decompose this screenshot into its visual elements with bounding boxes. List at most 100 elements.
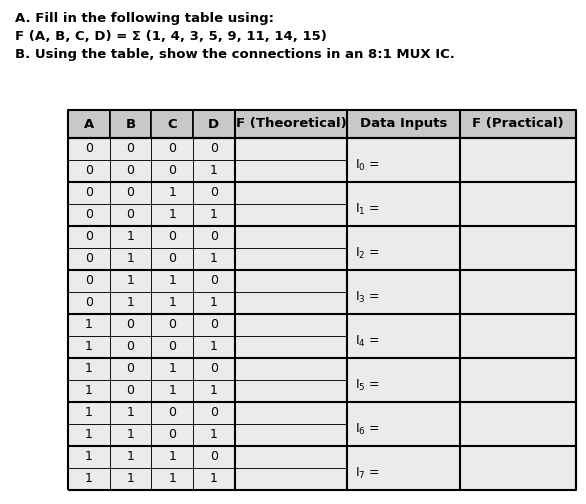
Bar (151, 204, 193, 226)
Text: 1: 1 (210, 473, 218, 485)
Bar (68, 446, 110, 468)
Bar (234, 248, 347, 270)
Text: 1: 1 (168, 451, 176, 464)
Bar (234, 468, 347, 490)
Text: 1: 1 (168, 209, 176, 221)
Bar (460, 314, 576, 358)
Bar (347, 110, 460, 138)
Bar (110, 248, 151, 270)
Text: F (Practical): F (Practical) (472, 117, 564, 131)
Text: I$_4$ =: I$_4$ = (355, 334, 380, 349)
Text: 0: 0 (168, 428, 176, 442)
Bar (151, 314, 193, 336)
Text: 1: 1 (210, 428, 218, 442)
Text: 1: 1 (85, 385, 93, 398)
Text: 0: 0 (127, 143, 134, 156)
Text: D: D (208, 117, 219, 131)
Bar (68, 248, 110, 270)
Text: 1: 1 (127, 473, 134, 485)
Bar (68, 402, 110, 424)
Text: 0: 0 (168, 164, 176, 177)
Text: I$_7$ =: I$_7$ = (355, 466, 380, 481)
Bar (68, 226, 110, 248)
Text: 0: 0 (210, 451, 218, 464)
Text: 1: 1 (85, 341, 93, 353)
Text: 1: 1 (210, 253, 218, 266)
Bar (347, 314, 460, 358)
Bar (234, 270, 347, 292)
Text: 0: 0 (127, 341, 134, 353)
Text: 1: 1 (168, 296, 176, 309)
Text: 0: 0 (168, 319, 176, 332)
Text: 0: 0 (85, 296, 93, 309)
Text: I$_0$ =: I$_0$ = (355, 158, 380, 173)
Bar (68, 160, 110, 182)
Bar (460, 446, 576, 490)
Text: B. Using the table, show the connections in an 8:1 MUX IC.: B. Using the table, show the connections… (15, 48, 455, 61)
Text: 0: 0 (210, 143, 218, 156)
Bar (234, 380, 347, 402)
Text: 1: 1 (85, 473, 93, 485)
Bar (460, 226, 576, 270)
Text: 0: 0 (210, 230, 218, 243)
Text: 0: 0 (210, 275, 218, 287)
Text: I$_5$ =: I$_5$ = (355, 377, 380, 393)
Bar (234, 204, 347, 226)
Text: 0: 0 (85, 143, 93, 156)
Bar (110, 110, 151, 138)
Bar (234, 226, 347, 248)
Bar (151, 336, 193, 358)
Text: 0: 0 (85, 230, 93, 243)
Text: 0: 0 (127, 164, 134, 177)
Text: 0: 0 (127, 186, 134, 200)
Bar (193, 314, 234, 336)
Text: 0: 0 (168, 143, 176, 156)
Text: 1: 1 (127, 230, 134, 243)
Bar (347, 270, 460, 314)
Bar (151, 402, 193, 424)
Text: Data Inputs: Data Inputs (360, 117, 448, 131)
Text: 0: 0 (210, 186, 218, 200)
Bar (460, 138, 576, 182)
Bar (193, 182, 234, 204)
Bar (68, 110, 110, 138)
Bar (68, 358, 110, 380)
Text: I$_3$ =: I$_3$ = (355, 290, 380, 305)
Text: 1: 1 (85, 428, 93, 442)
Text: 1: 1 (210, 341, 218, 353)
Text: 0: 0 (210, 407, 218, 419)
Bar (193, 270, 234, 292)
Text: 0: 0 (168, 407, 176, 419)
Bar (234, 446, 347, 468)
Bar (347, 358, 460, 402)
Bar (110, 314, 151, 336)
Bar (193, 402, 234, 424)
Bar (193, 110, 234, 138)
Bar (193, 248, 234, 270)
Text: I$_6$ =: I$_6$ = (355, 422, 380, 437)
Text: 1: 1 (210, 164, 218, 177)
Text: B: B (125, 117, 135, 131)
Text: 1: 1 (85, 407, 93, 419)
Bar (110, 292, 151, 314)
Text: 1: 1 (127, 296, 134, 309)
Text: F (A, B, C, D) = Σ (1, 4, 3, 5, 9, 11, 14, 15): F (A, B, C, D) = Σ (1, 4, 3, 5, 9, 11, 1… (15, 30, 327, 43)
Text: 0: 0 (85, 164, 93, 177)
Text: 1: 1 (127, 428, 134, 442)
Bar (68, 380, 110, 402)
Bar (347, 446, 460, 490)
Bar (460, 182, 576, 226)
Bar (110, 336, 151, 358)
Bar (110, 446, 151, 468)
Bar (347, 182, 460, 226)
Bar (110, 226, 151, 248)
Bar (151, 160, 193, 182)
Text: 0: 0 (85, 275, 93, 287)
Bar (193, 358, 234, 380)
Text: 0: 0 (127, 209, 134, 221)
Text: 0: 0 (210, 319, 218, 332)
Text: 0: 0 (85, 253, 93, 266)
Text: 1: 1 (168, 362, 176, 375)
Text: I$_2$ =: I$_2$ = (355, 246, 380, 261)
Bar (193, 204, 234, 226)
